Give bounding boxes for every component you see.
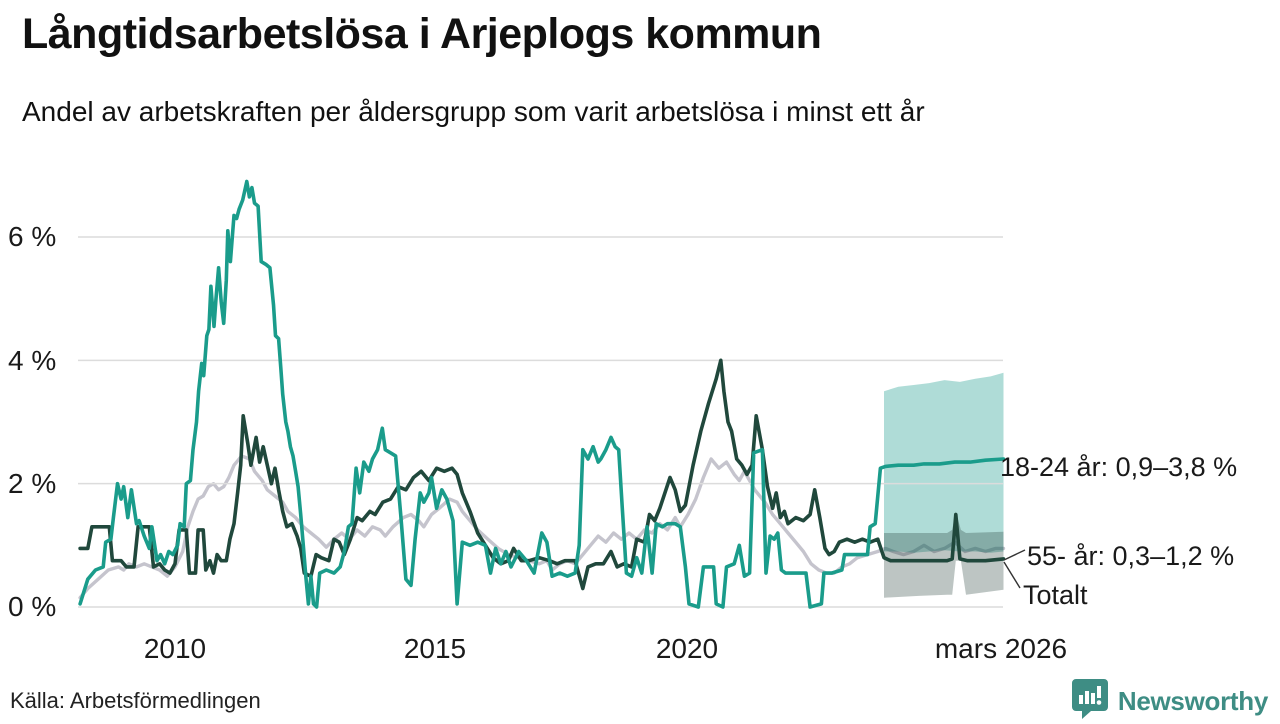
y-tick-0: 0 % <box>8 591 57 622</box>
leader-line-totalt <box>1003 561 1021 589</box>
series-totalt <box>78 454 1006 600</box>
x-tick-2020: 2020 <box>655 633 719 664</box>
forecast-band-55-r <box>884 511 1004 598</box>
y-tick-4: 4 % <box>8 345 57 376</box>
x-tick-2015: 2015 <box>403 633 467 664</box>
x-tick-mars-2026: mars 2026 <box>934 633 1068 664</box>
y-tick-6: 6 % <box>8 221 57 252</box>
chart-subtitle: Andel av arbetskraften per åldersgrupp s… <box>22 96 925 127</box>
annotation-55: 55- år: 0,3–1,2 % <box>1027 541 1235 571</box>
source-note: Källa: Arbetsförmedlingen <box>10 688 261 713</box>
series-18-24-r <box>78 179 1006 609</box>
annotation-18-24: 18-24 år: 0,9–3,8 % <box>1000 452 1238 482</box>
newsworthy-logo-icon <box>1071 678 1109 724</box>
page-title: Långtidsarbetslösa i Arjeplogs kommun <box>22 10 822 58</box>
annotation-totalt: Totalt <box>1023 580 1088 610</box>
y-tick-2: 2 % <box>8 468 57 499</box>
newsworthy-wordmark: Newsworthy <box>1117 685 1268 716</box>
leader-line-55 <box>1003 549 1026 561</box>
newsworthy-brand: Newsworthy <box>1071 678 1268 724</box>
x-tick-2010: 2010 <box>143 633 207 664</box>
